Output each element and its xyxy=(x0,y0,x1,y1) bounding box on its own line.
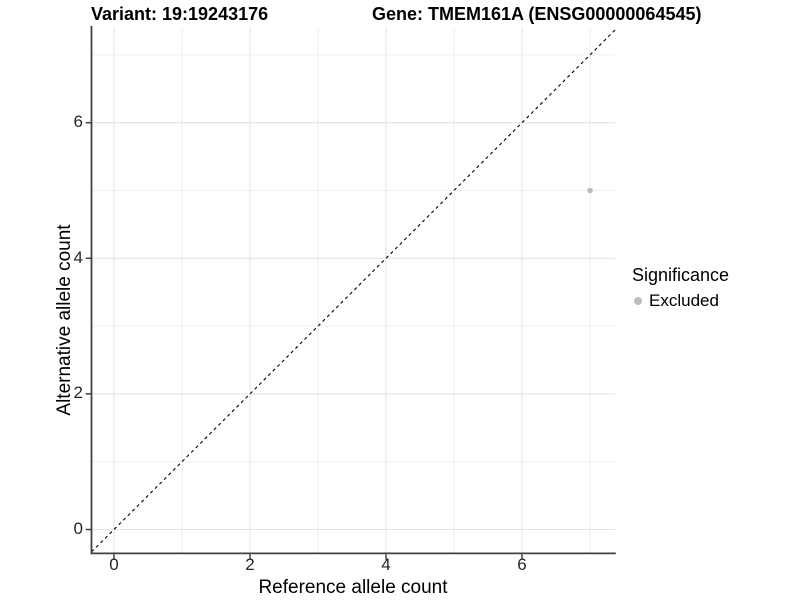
identity-line xyxy=(91,29,616,553)
legend: Significance Excluded xyxy=(632,265,729,311)
y-tick-label: 0 xyxy=(73,519,83,538)
gene-title: Gene: TMEM161A (ENSG00000064545) xyxy=(372,4,702,24)
excluded-point-icon xyxy=(634,296,642,305)
axis-ticks xyxy=(85,121,523,560)
gridlines-major xyxy=(92,27,615,553)
legend-item-label: Excluded xyxy=(649,290,719,310)
points-layer xyxy=(587,187,593,194)
y-tick-label: 4 xyxy=(73,248,83,267)
gridlines-minor xyxy=(92,27,615,553)
axis-lines xyxy=(90,26,616,555)
legend-title: Significance xyxy=(632,265,730,285)
variant-title: Variant: 19:19243176 xyxy=(91,4,269,24)
x-axis-title: Reference allele count xyxy=(258,577,448,598)
y-tick-label: 2 xyxy=(73,383,83,402)
x-tick-label: 6 xyxy=(517,555,527,574)
x-tick-label: 2 xyxy=(245,555,255,574)
x-tick-label: 4 xyxy=(381,555,391,574)
x-tick-label: 0 xyxy=(109,555,119,574)
y-axis-title: Alternative allele count xyxy=(54,224,75,416)
legend-item-excluded: Excluded xyxy=(632,290,729,311)
data-point xyxy=(587,187,593,194)
y-tick-label: 6 xyxy=(73,112,83,131)
